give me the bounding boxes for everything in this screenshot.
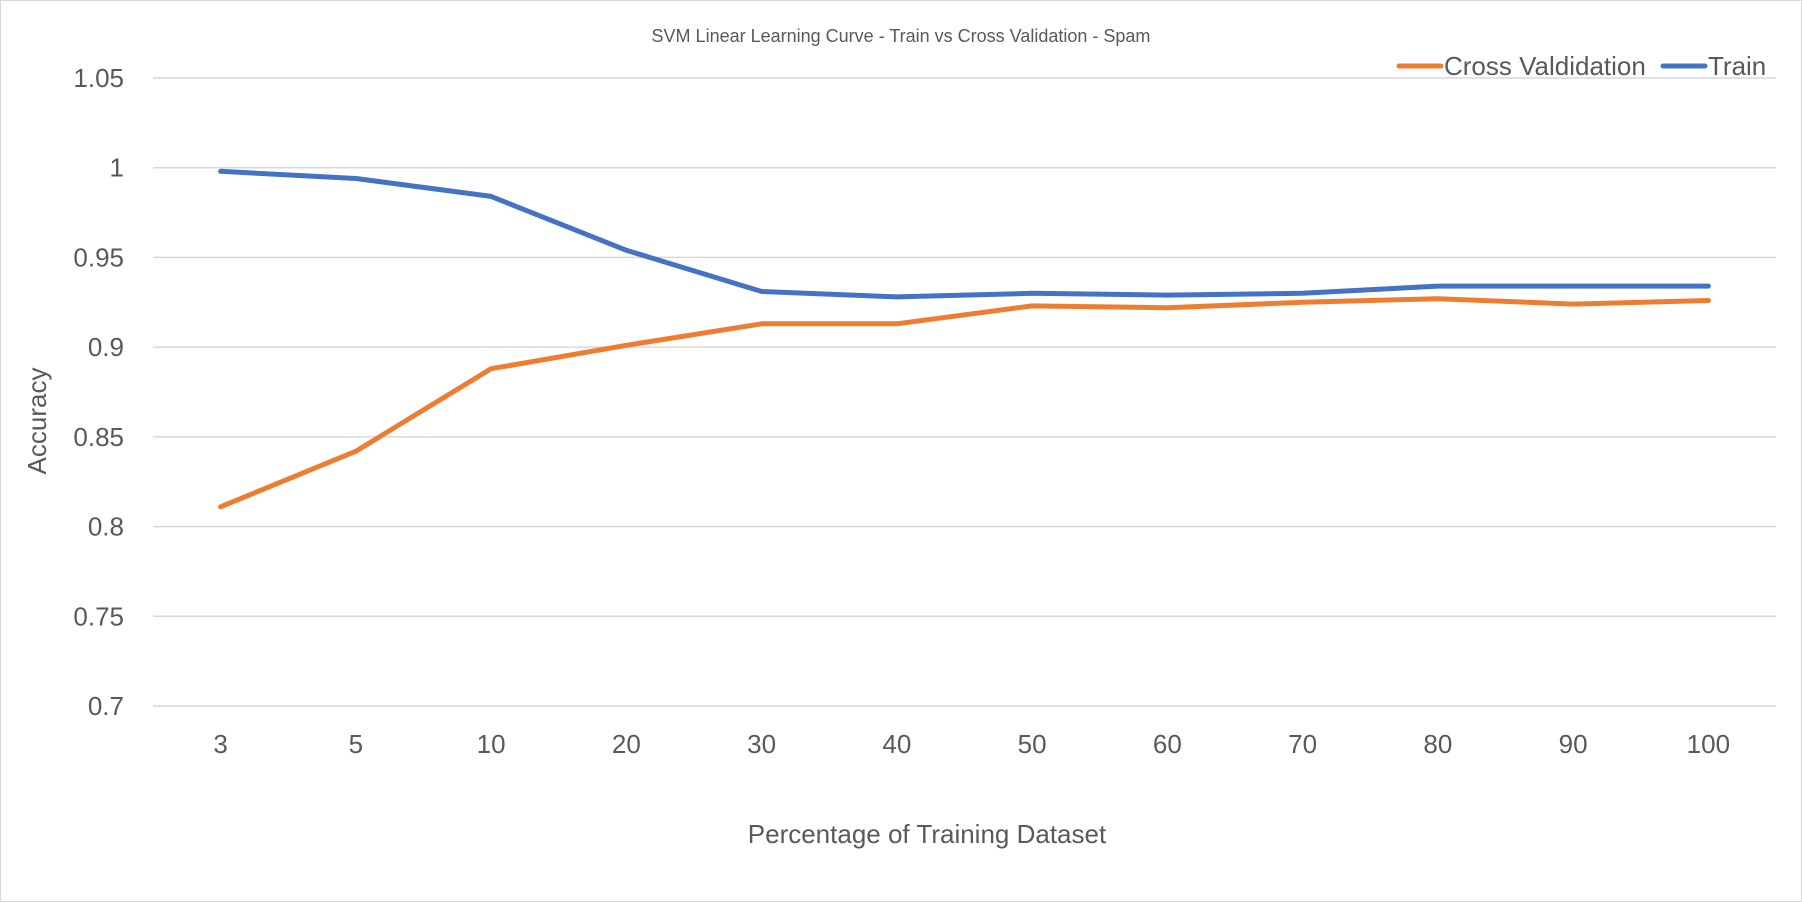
x-tick-label: 10 xyxy=(477,729,506,759)
y-axis-ticks: 0.7 0.75 0.8 0.85 0.9 0.95 1 1.05 xyxy=(73,63,124,721)
x-tick-label: 100 xyxy=(1687,729,1730,759)
x-tick-label: 5 xyxy=(349,729,363,759)
gridlines xyxy=(153,77,1776,707)
y-tick-label: 0.95 xyxy=(73,242,124,272)
y-tick-label: 0.75 xyxy=(73,601,124,631)
y-tick-label: 1 xyxy=(110,153,124,183)
x-tick-label: 90 xyxy=(1559,729,1588,759)
y-axis-label: Accuracy xyxy=(22,368,52,475)
legend: Cross Valdidation Train xyxy=(1396,51,1766,81)
x-tick-label: 40 xyxy=(882,729,911,759)
x-tick-label: 60 xyxy=(1153,729,1182,759)
x-tick-label: 30 xyxy=(747,729,776,759)
x-axis-ticks: 3 5 10 20 30 40 50 60 70 80 90 100 xyxy=(213,729,1730,759)
series-lines xyxy=(218,168,1711,510)
x-tick-label: 50 xyxy=(1018,729,1047,759)
y-tick-label: 1.05 xyxy=(73,63,124,93)
y-tick-label: 0.8 xyxy=(88,512,124,542)
legend-label: Cross Valdidation xyxy=(1444,51,1646,81)
y-tick-label: 0.9 xyxy=(88,332,124,362)
x-tick-label: 70 xyxy=(1288,729,1317,759)
y-tick-label: 0.7 xyxy=(88,691,124,721)
x-tick-label: 80 xyxy=(1423,729,1452,759)
x-axis-label: Percentage of Training Dataset xyxy=(748,819,1107,849)
series-line-cross-valdidation xyxy=(218,296,1711,510)
x-tick-label: 20 xyxy=(612,729,641,759)
legend-label: Train xyxy=(1708,51,1766,81)
series-line-train xyxy=(218,168,1711,300)
x-tick-label: 3 xyxy=(213,729,227,759)
y-tick-label: 0.85 xyxy=(73,422,124,452)
chart-title: SVM Linear Learning Curve - Train vs Cro… xyxy=(652,26,1151,46)
